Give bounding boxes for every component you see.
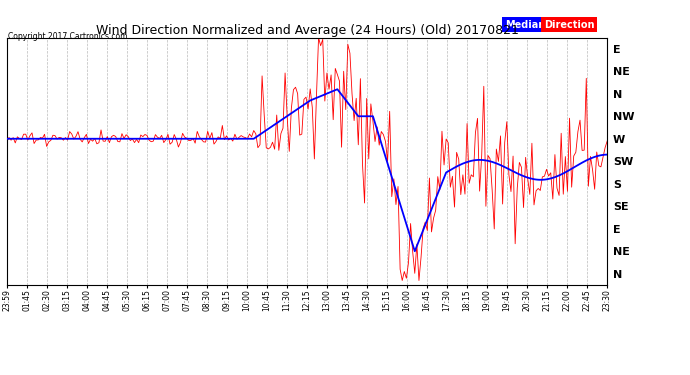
Text: Copyright 2017 Cartronics.com: Copyright 2017 Cartronics.com xyxy=(8,32,128,41)
Text: Direction: Direction xyxy=(544,20,595,30)
Title: Wind Direction Normalized and Average (24 Hours) (Old) 20170821: Wind Direction Normalized and Average (2… xyxy=(96,24,518,38)
Text: Median: Median xyxy=(505,20,545,30)
